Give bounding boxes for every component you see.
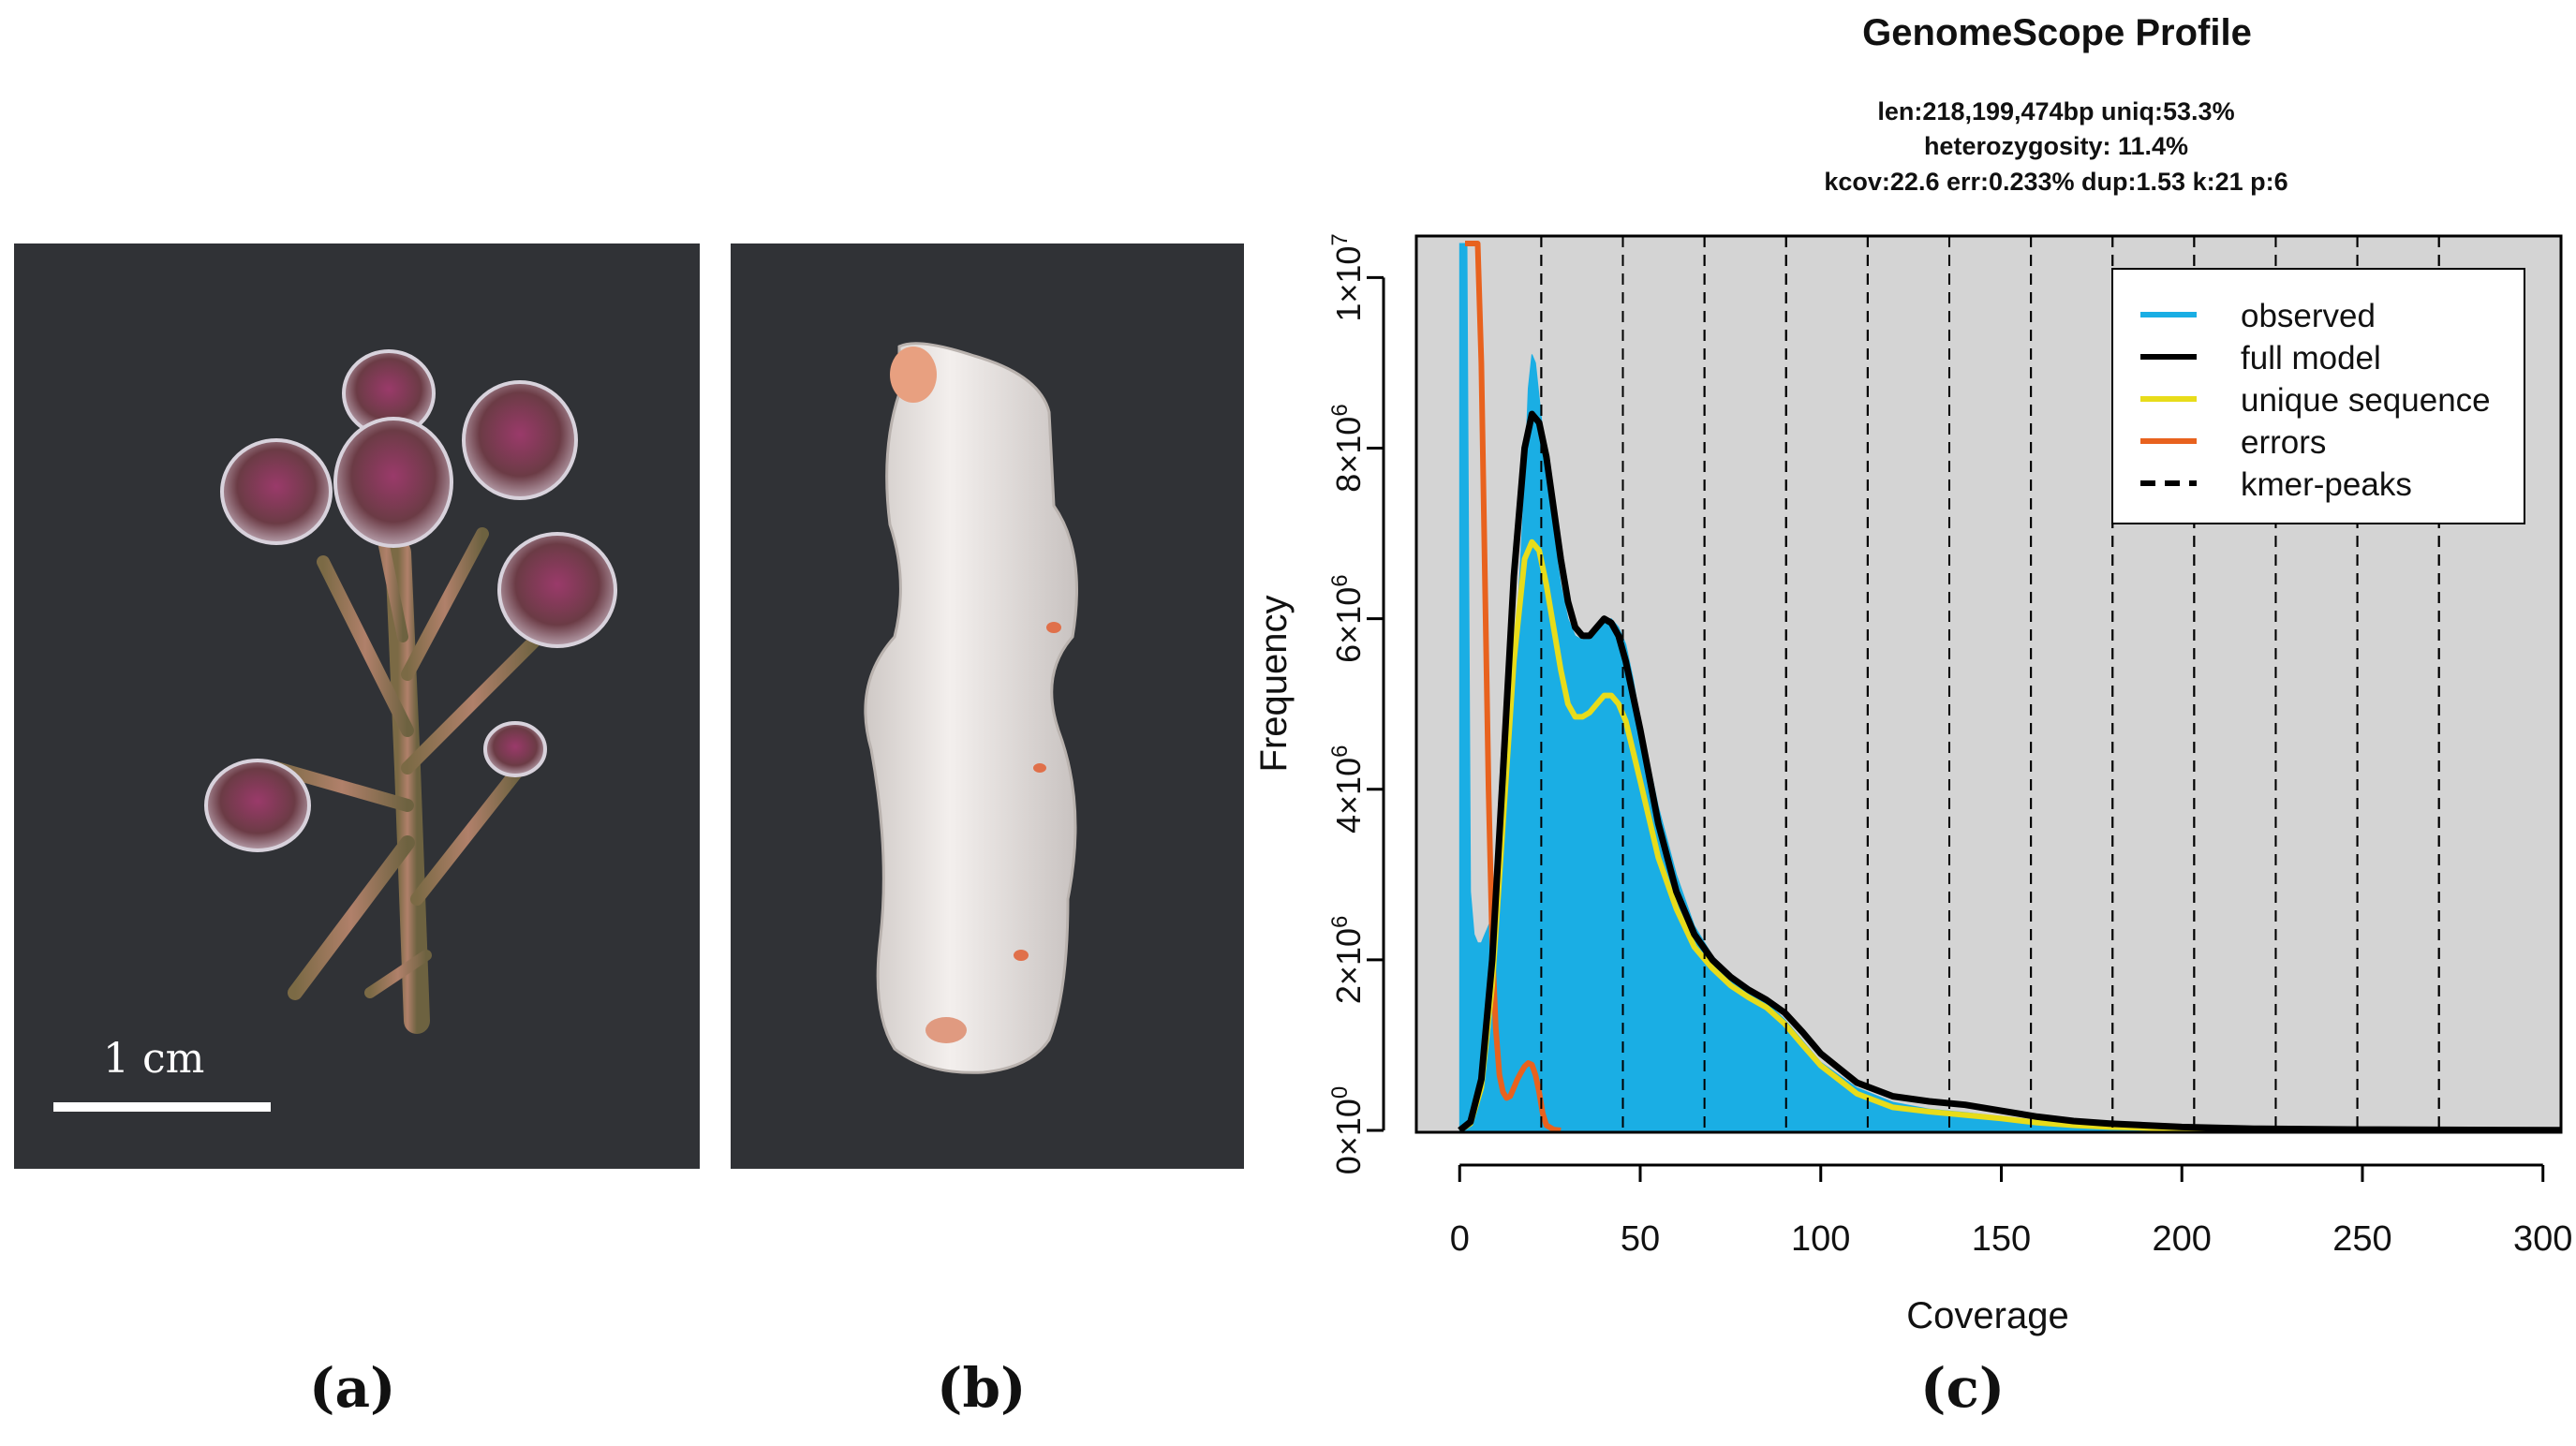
x-axis-label: Coverage bbox=[1906, 1295, 2068, 1336]
tuber-illustration bbox=[731, 243, 1244, 1169]
x-tick-label: 300 bbox=[2513, 1219, 2572, 1259]
legend-label: kmer-peaks bbox=[2241, 466, 2412, 503]
x-tick-label: 0 bbox=[1450, 1219, 1470, 1259]
x-axis: 0 50 100 150 200 250 300 bbox=[1450, 1163, 2572, 1259]
x-tick-label: 50 bbox=[1621, 1219, 1660, 1259]
panel-label-c: (c) bbox=[1920, 1356, 2006, 1420]
chart-title: GenomeScope Profile bbox=[1862, 12, 2252, 53]
y-axis-label: Frequency bbox=[1253, 596, 1295, 773]
photo-tuber bbox=[731, 243, 1244, 1169]
y-tick-label: 0×100 bbox=[1327, 1086, 1368, 1174]
legend-label: errors bbox=[2241, 424, 2326, 461]
panel-label-a: (a) bbox=[309, 1356, 396, 1420]
legend-label: full model bbox=[2241, 340, 2381, 376]
genomescope-chart: GenomeScope Profile len:218,199,474bp un… bbox=[1253, 12, 2572, 1336]
y-tick-label: 6×106 bbox=[1327, 574, 1368, 662]
y-tick-label: 4×106 bbox=[1327, 745, 1368, 834]
y-axis: 0×100 2×106 4×106 6×106 8×106 1×107 bbox=[1327, 233, 1385, 1174]
photo-inflorescence: 1 cm bbox=[14, 243, 700, 1169]
scale-bar-label: 1 cm bbox=[103, 1035, 205, 1083]
y-tick-label: 2×106 bbox=[1327, 916, 1368, 1004]
plot-frame bbox=[1414, 234, 2563, 1134]
x-tick-label: 250 bbox=[2332, 1219, 2391, 1259]
legend: observed full model unique sequence errors k… bbox=[2111, 268, 2525, 524]
full-model-line bbox=[1458, 410, 2561, 1132]
subtitle-line: len:218,199,474bp uniq:53.3% bbox=[1877, 97, 2234, 125]
legend-label: unique sequence bbox=[2241, 382, 2491, 419]
inflorescence-illustration bbox=[14, 243, 700, 1169]
x-tick-label: 200 bbox=[2153, 1219, 2212, 1259]
y-tick-label: 8×106 bbox=[1327, 404, 1368, 492]
errors-line bbox=[1464, 241, 1562, 1132]
panel-label-b: (b) bbox=[937, 1356, 1027, 1420]
subtitle-line: heterozygosity: 11.4% bbox=[1924, 132, 2188, 160]
series-layer bbox=[1458, 236, 2561, 1132]
scale-bar bbox=[53, 1102, 271, 1112]
chart-subtitle: len:218,199,474bp uniq:53.3% heterozygos… bbox=[1824, 97, 2287, 196]
unique-sequence-line bbox=[1458, 539, 2561, 1132]
x-tick-label: 100 bbox=[1791, 1219, 1850, 1259]
legend-label: observed bbox=[2241, 298, 2376, 334]
subtitle-line: kcov:22.6 err:0.233% dup:1.53 k:21 p:6 bbox=[1824, 168, 2287, 196]
x-tick-label: 150 bbox=[1972, 1219, 2031, 1259]
y-tick-label: 1×107 bbox=[1327, 233, 1368, 321]
